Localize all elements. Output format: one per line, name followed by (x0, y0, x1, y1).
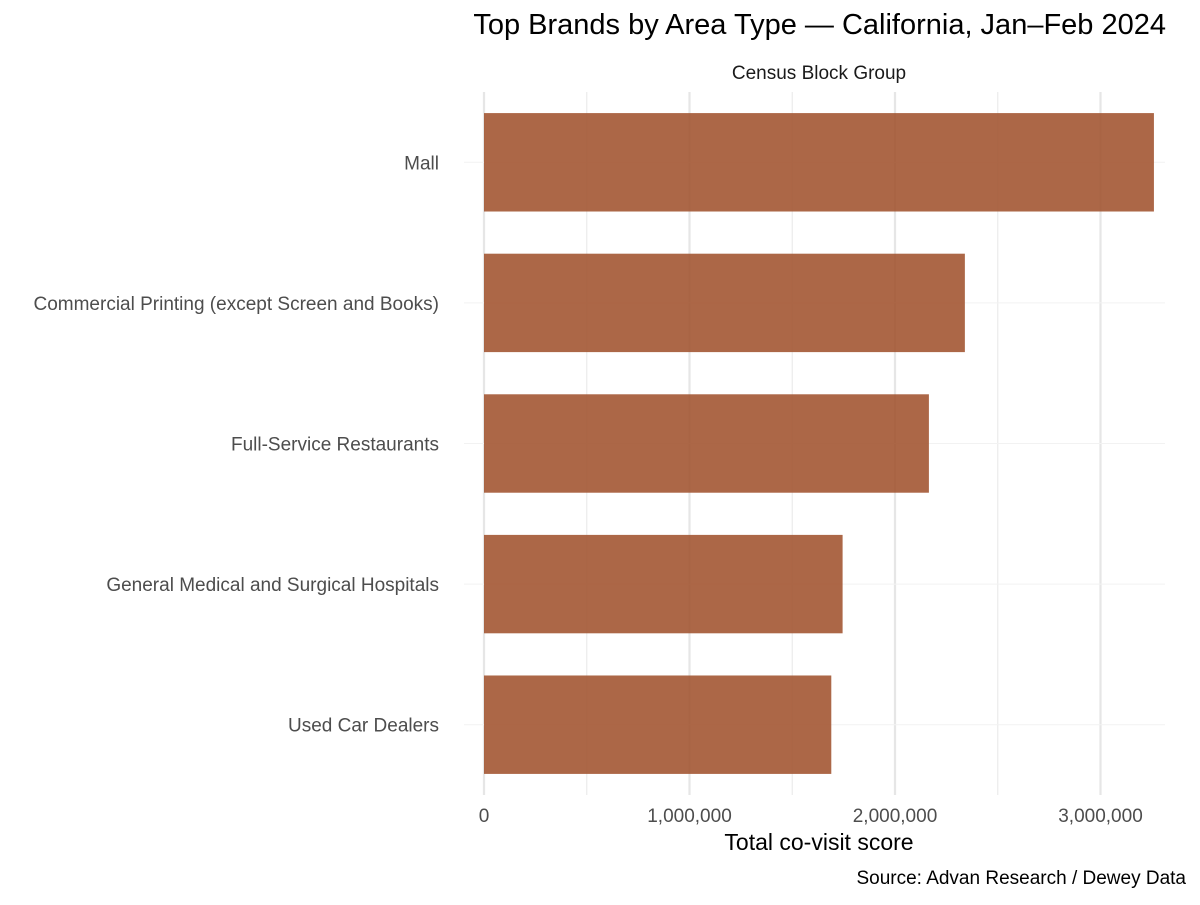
bar (484, 394, 929, 493)
category-label: Mall (404, 153, 439, 174)
chart-caption: Source: Advan Research / Dewey Data (856, 868, 1186, 889)
x-tick-label: 0 (479, 806, 490, 827)
x-tick-label: 1,000,000 (647, 806, 732, 827)
x-tick-label: 2,000,000 (853, 806, 938, 827)
category-label: General Medical and Surgical Hospitals (106, 575, 439, 596)
category-label: Full-Service Restaurants (231, 435, 439, 456)
x-tick-labels: 0 1,000,000 2,000,000 3,000,000 (479, 806, 1143, 827)
category-label: Commercial Printing (except Screen and B… (33, 294, 439, 315)
x-tick-label: 3,000,000 (1058, 806, 1143, 827)
category-labels: Mall Commercial Printing (except Screen a… (33, 153, 439, 736)
bar (484, 534, 843, 634)
bar (484, 113, 1154, 212)
chart-title: Top Brands by Area Type — California, Ja… (473, 9, 1166, 41)
bar (484, 675, 832, 774)
bar (484, 253, 965, 353)
facet-label: Census Block Group (732, 63, 906, 84)
x-axis-label: Total co-visit score (724, 829, 913, 855)
bars (484, 113, 1154, 774)
category-label: Used Car Dealers (288, 716, 439, 737)
